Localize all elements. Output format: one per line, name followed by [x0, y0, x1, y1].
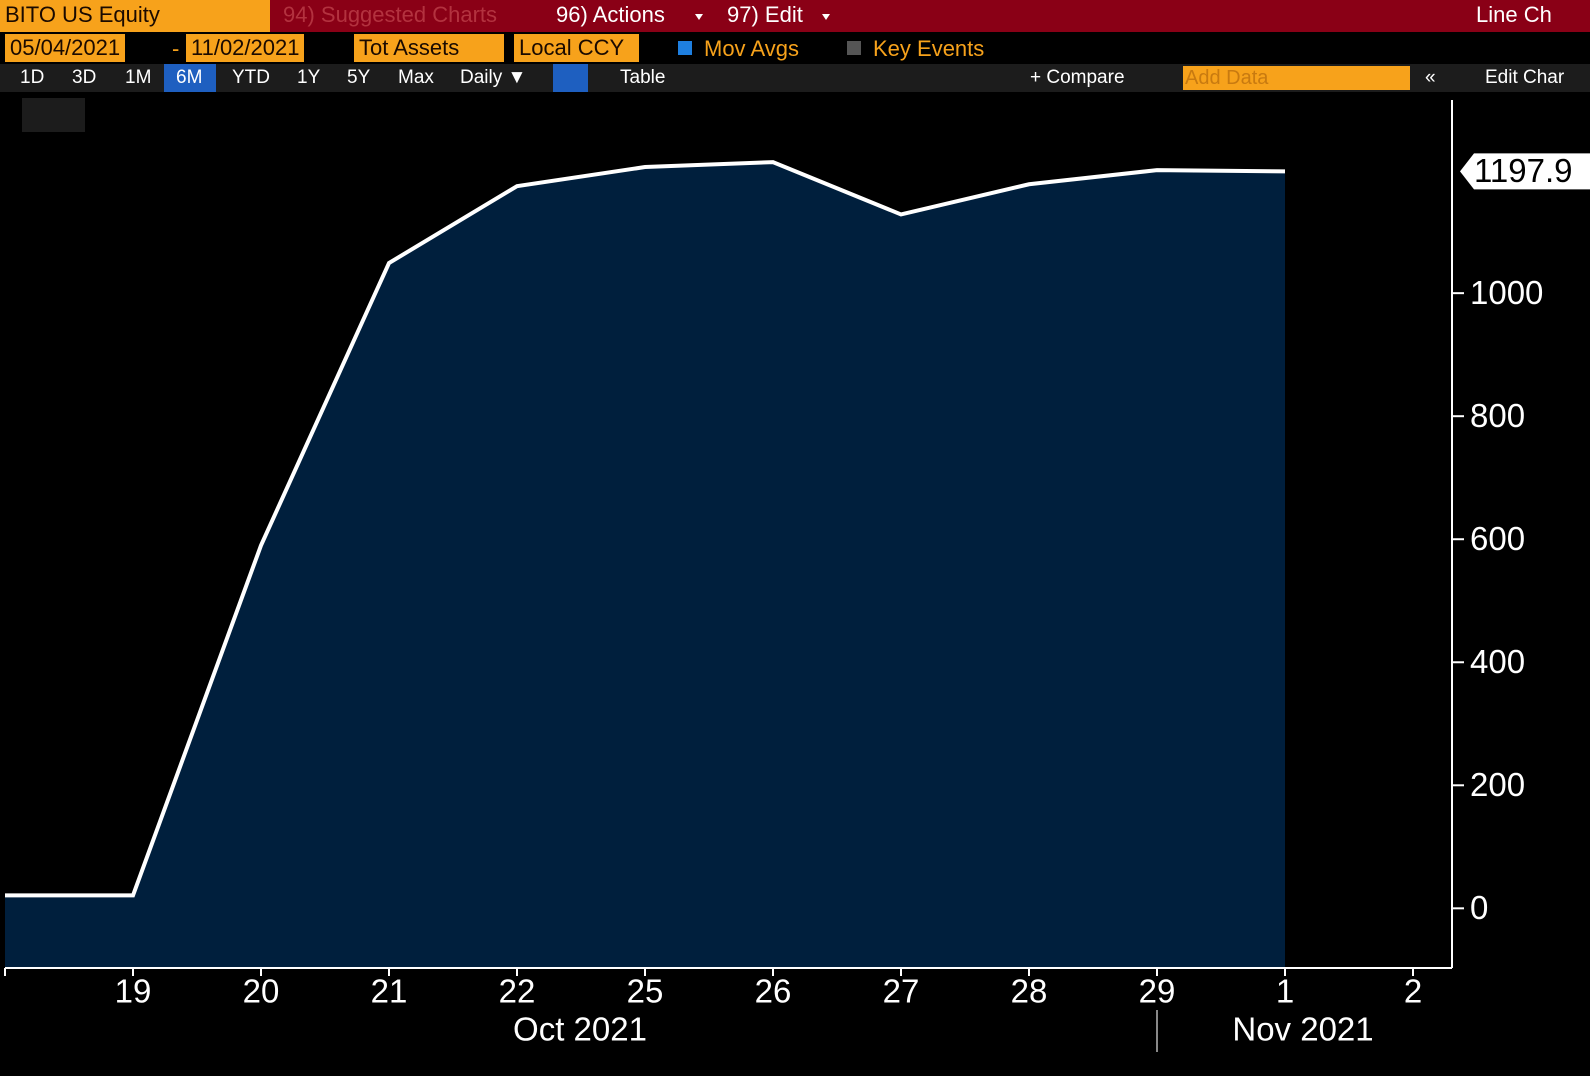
end-date[interactable]: 11/02/2021 — [186, 34, 305, 62]
x-tick-label: 1 — [1276, 973, 1294, 1010]
x-tick-label: 21 — [371, 973, 408, 1010]
line-chart-button[interactable] — [553, 64, 588, 92]
y-tick-label: 200 — [1470, 766, 1525, 803]
y-tick-label: 800 — [1470, 397, 1525, 434]
edit-chart[interactable]: Edit Char — [1485, 67, 1565, 88]
security[interactable]: BITO US Equity — [0, 0, 270, 32]
field[interactable]: Tot Assets — [354, 34, 504, 62]
period-button[interactable]: YTD — [232, 67, 270, 88]
y-tick-label: 1000 — [1470, 274, 1543, 311]
start-date[interactable]: 05/04/2021 — [5, 34, 126, 62]
frequency[interactable]: Daily ▼ — [460, 67, 527, 88]
period-button[interactable]: 3D — [72, 67, 97, 88]
period-button[interactable]: 1D — [20, 67, 45, 88]
collapse[interactable]: « — [1425, 67, 1436, 88]
date-separator: - — [172, 36, 180, 61]
month-label: Oct 2021 — [513, 1011, 647, 1048]
last-value-label: 1197.9 — [1474, 152, 1572, 189]
area — [5, 162, 1285, 968]
caret — [695, 14, 703, 20]
x-tick-label: 20 — [243, 973, 280, 1010]
y-tick-label: 600 — [1470, 520, 1525, 557]
period-button[interactable]: Max — [398, 67, 434, 88]
period-button[interactable]: 5Y — [347, 67, 371, 88]
table-button[interactable]: Table — [620, 67, 666, 88]
x-tick-label: 29 — [1139, 973, 1176, 1010]
menu-item[interactable]: 94) Suggested Charts — [283, 2, 498, 27]
caret — [822, 14, 830, 20]
menu-item[interactable]: 97) Edit — [727, 2, 803, 27]
chart-type[interactable]: Line Ch — [1476, 2, 1552, 27]
add-data[interactable]: Add Data — [1183, 66, 1410, 90]
checkbox[interactable] — [847, 41, 861, 55]
menu-item[interactable]: 96) Actions — [556, 2, 665, 27]
x-tick-label: 26 — [755, 973, 792, 1010]
key-events[interactable]: Key Events — [873, 36, 985, 61]
x-tick-label: 19 — [115, 973, 152, 1010]
mov-avgs[interactable]: Mov Avgs — [704, 36, 799, 61]
last-value-tag — [1460, 153, 1590, 190]
x-tick-label: 2 — [1404, 973, 1422, 1010]
y-tick-label: 0 — [1470, 889, 1488, 926]
chart-style-button[interactable] — [22, 98, 85, 132]
currency[interactable]: Local CCY — [514, 34, 639, 62]
period-button[interactable]: 1M — [125, 67, 152, 88]
checkbox[interactable] — [678, 41, 692, 55]
compare[interactable]: + Compare — [1030, 67, 1125, 88]
line — [5, 160, 1286, 898]
active-period — [164, 64, 216, 92]
x-tick-label: 27 — [883, 973, 920, 1010]
x-tick-label: 28 — [1011, 973, 1048, 1010]
x-tick-label: 25 — [627, 973, 664, 1010]
period-button[interactable]: 6M — [176, 67, 203, 88]
y-tick-label: 400 — [1470, 643, 1525, 680]
period-button[interactable]: 1Y — [297, 67, 321, 88]
month-label: Nov 2021 — [1232, 1011, 1373, 1048]
x-tick-label: 22 — [499, 973, 536, 1010]
